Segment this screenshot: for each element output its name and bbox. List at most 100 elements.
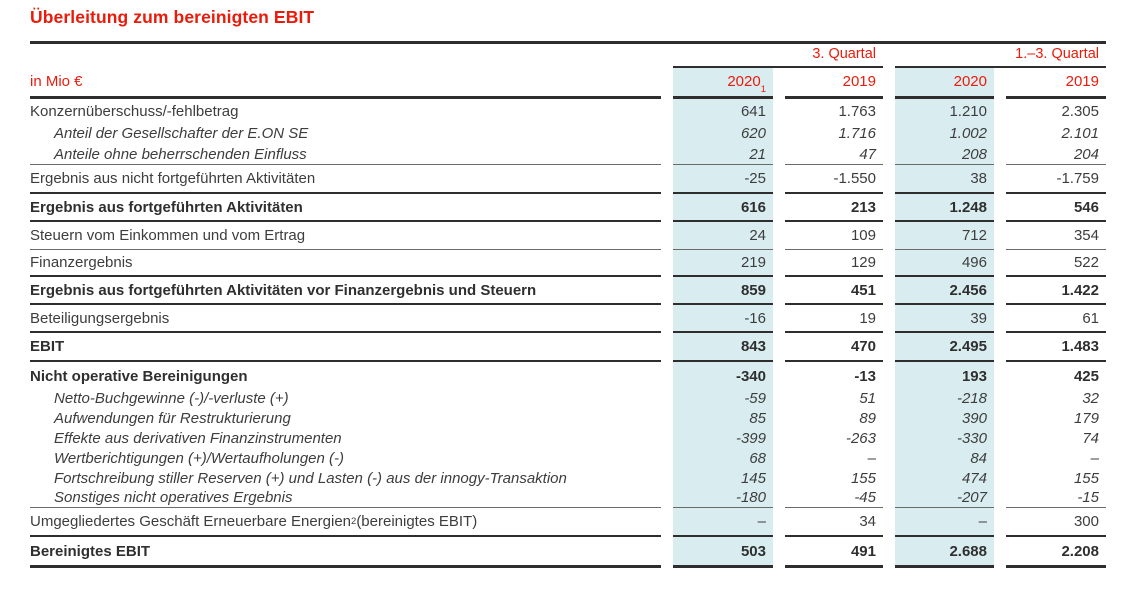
table-row: Ergebnis aus fortgeführten Aktivitäten 6… bbox=[30, 194, 1106, 222]
value-cell: 2.208 bbox=[1006, 537, 1106, 568]
row-label: Ergebnis aus fortgeführten Aktivitäten bbox=[30, 194, 661, 222]
value-cell: 641 bbox=[673, 99, 773, 123]
value-cell: 1.002 bbox=[895, 123, 994, 144]
col-group-9m: 1.–3. Quartal bbox=[895, 44, 1106, 68]
value-cell: 34 bbox=[785, 508, 883, 537]
value-cell: – bbox=[895, 508, 994, 537]
table-row: Netto-Buchgewinne (-)/-verluste (+) -59 … bbox=[30, 388, 1106, 408]
column-header-row: in Mio € 2020 1 2019 2020 2019 bbox=[30, 68, 1106, 99]
value-cell: 61 bbox=[1006, 305, 1106, 333]
value-cell: -1.550 bbox=[785, 165, 883, 194]
table-row: Ergebnis aus fortgeführten Aktivitäten v… bbox=[30, 277, 1106, 305]
value-cell: -399 bbox=[673, 428, 773, 448]
value-cell: 84 bbox=[895, 448, 994, 468]
table-row: Bereinigtes EBIT 503 491 2.688 2.208 bbox=[30, 537, 1106, 568]
row-label: Beteiligungsergebnis bbox=[30, 305, 661, 333]
col-header-2020-q3: 2020 1 bbox=[673, 68, 773, 99]
value-cell: – bbox=[673, 508, 773, 537]
value-cell: 89 bbox=[859, 409, 876, 427]
row-label: Konzernüberschuss/-fehlbetrag bbox=[30, 102, 239, 120]
row-label: EBIT bbox=[30, 333, 661, 362]
col-group-q3: 3. Quartal bbox=[673, 44, 883, 68]
row-label: Netto-Buchgewinne (-)/-verluste (+) bbox=[54, 389, 289, 407]
col-header-2019-9m: 2019 bbox=[1006, 68, 1106, 99]
table-row: Umgegliedertes Geschäft Erneuerbare Ener… bbox=[30, 508, 1106, 537]
value-cell: 451 bbox=[785, 277, 883, 305]
value-cell: 51 bbox=[859, 389, 876, 407]
table-row: Nicht operative Bereinigungen -340 -13 1… bbox=[30, 362, 1106, 388]
value-cell: 155 bbox=[850, 469, 876, 487]
table-row: Anteil der Gesellschafter der E.ON SE 62… bbox=[30, 123, 1106, 144]
column-group-header-row: 3. Quartal 1.–3. Quartal bbox=[30, 44, 1106, 68]
value-cell: 2.101 bbox=[1061, 125, 1099, 142]
value-cell: 1.210 bbox=[895, 99, 994, 123]
value-cell: 1.716 bbox=[838, 125, 876, 142]
value-cell: -340 bbox=[673, 362, 773, 388]
col-header-2020-9m: 2020 bbox=[895, 68, 994, 99]
value-cell: 208 bbox=[895, 144, 994, 165]
value-cell: 470 bbox=[785, 333, 883, 362]
value-cell: 859 bbox=[673, 277, 773, 305]
value-cell: 32 bbox=[1082, 389, 1099, 407]
table-row: Sonstiges nicht operatives Ergebnis -180… bbox=[30, 488, 1106, 508]
value-cell: 2.305 bbox=[1061, 102, 1099, 120]
row-label: Steuern vom Einkommen und vom Ertrag bbox=[30, 222, 661, 250]
table-row: Finanzergebnis 219 129 496 522 bbox=[30, 250, 1106, 277]
value-cell: 620 bbox=[673, 123, 773, 144]
value-cell: 1.483 bbox=[1006, 333, 1106, 362]
value-cell: 19 bbox=[785, 305, 883, 333]
value-cell: -45 bbox=[785, 488, 883, 508]
value-cell: -207 bbox=[895, 488, 994, 508]
value-cell: 1.422 bbox=[1006, 277, 1106, 305]
value-cell: 219 bbox=[673, 250, 773, 277]
value-cell: -15 bbox=[1006, 488, 1106, 508]
value-cell: 179 bbox=[1073, 409, 1099, 427]
table-row: Aufwendungen für Restrukturierung 85 89 … bbox=[30, 408, 1106, 428]
row-label: Sonstiges nicht operatives Ergebnis bbox=[30, 488, 661, 508]
value-cell: 712 bbox=[895, 222, 994, 250]
value-cell: 24 bbox=[673, 222, 773, 250]
value-cell: -59 bbox=[673, 388, 773, 408]
table-row: Konzernüberschuss/-fehlbetrag 641 1.763 … bbox=[30, 99, 1106, 123]
value-cell: 145 bbox=[673, 468, 773, 488]
value-cell: 193 bbox=[895, 362, 994, 388]
value-cell: 21 bbox=[673, 144, 773, 165]
value-cell: 390 bbox=[895, 408, 994, 428]
row-label: Ergebnis aus nicht fortgeführten Aktivit… bbox=[30, 165, 661, 194]
table-title: Überleitung zum bereinigten EBIT bbox=[30, 7, 315, 27]
value-cell: -218 bbox=[895, 388, 994, 408]
value-cell: 2.456 bbox=[895, 277, 994, 305]
value-cell: -16 bbox=[673, 305, 773, 333]
value-cell: 47 bbox=[785, 144, 883, 165]
value-cell: 1.248 bbox=[895, 194, 994, 222]
value-cell: 1.763 bbox=[838, 102, 876, 120]
table-row: Steuern vom Einkommen und vom Ertrag 24 … bbox=[30, 222, 1106, 250]
row-label: Wertberichtigungen (+)/Wertaufholungen (… bbox=[54, 449, 345, 467]
value-cell: 616 bbox=[673, 194, 773, 222]
row-label: Finanzergebnis bbox=[30, 250, 661, 277]
row-label: Effekte aus derivativen Finanzinstrument… bbox=[54, 429, 342, 447]
table-top-rule bbox=[30, 41, 1106, 44]
value-cell: 2.495 bbox=[895, 333, 994, 362]
value-cell: 546 bbox=[1006, 194, 1106, 222]
value-cell: -330 bbox=[895, 428, 994, 448]
value-cell: 522 bbox=[1006, 250, 1106, 277]
table-row: EBIT 843 470 2.495 1.483 bbox=[30, 333, 1106, 362]
value-cell: -180 bbox=[673, 488, 773, 508]
row-label: Bereinigtes EBIT bbox=[30, 537, 661, 568]
value-cell: 354 bbox=[1006, 222, 1106, 250]
row-label: Aufwendungen für Restrukturierung bbox=[54, 409, 291, 427]
value-cell: -1.759 bbox=[1006, 165, 1106, 194]
value-cell: -25 bbox=[673, 165, 773, 194]
row-label: Anteil der Gesellschafter der E.ON SE bbox=[54, 125, 309, 142]
table-row: Beteiligungsergebnis -16 19 39 61 bbox=[30, 305, 1106, 333]
value-cell: 425 bbox=[1073, 368, 1099, 385]
value-cell: 204 bbox=[1006, 144, 1106, 165]
table-row: Wertberichtigungen (+)/Wertaufholungen (… bbox=[30, 448, 1106, 468]
value-cell: 39 bbox=[895, 305, 994, 333]
value-cell: 503 bbox=[673, 537, 773, 568]
value-cell: 496 bbox=[895, 250, 994, 277]
row-label: Fortschreibung stiller Reserven (+) und … bbox=[54, 469, 567, 487]
row-label: Umgegliedertes Geschäft Erneuerbare Ener… bbox=[30, 508, 661, 537]
value-cell: -13 bbox=[854, 368, 876, 385]
